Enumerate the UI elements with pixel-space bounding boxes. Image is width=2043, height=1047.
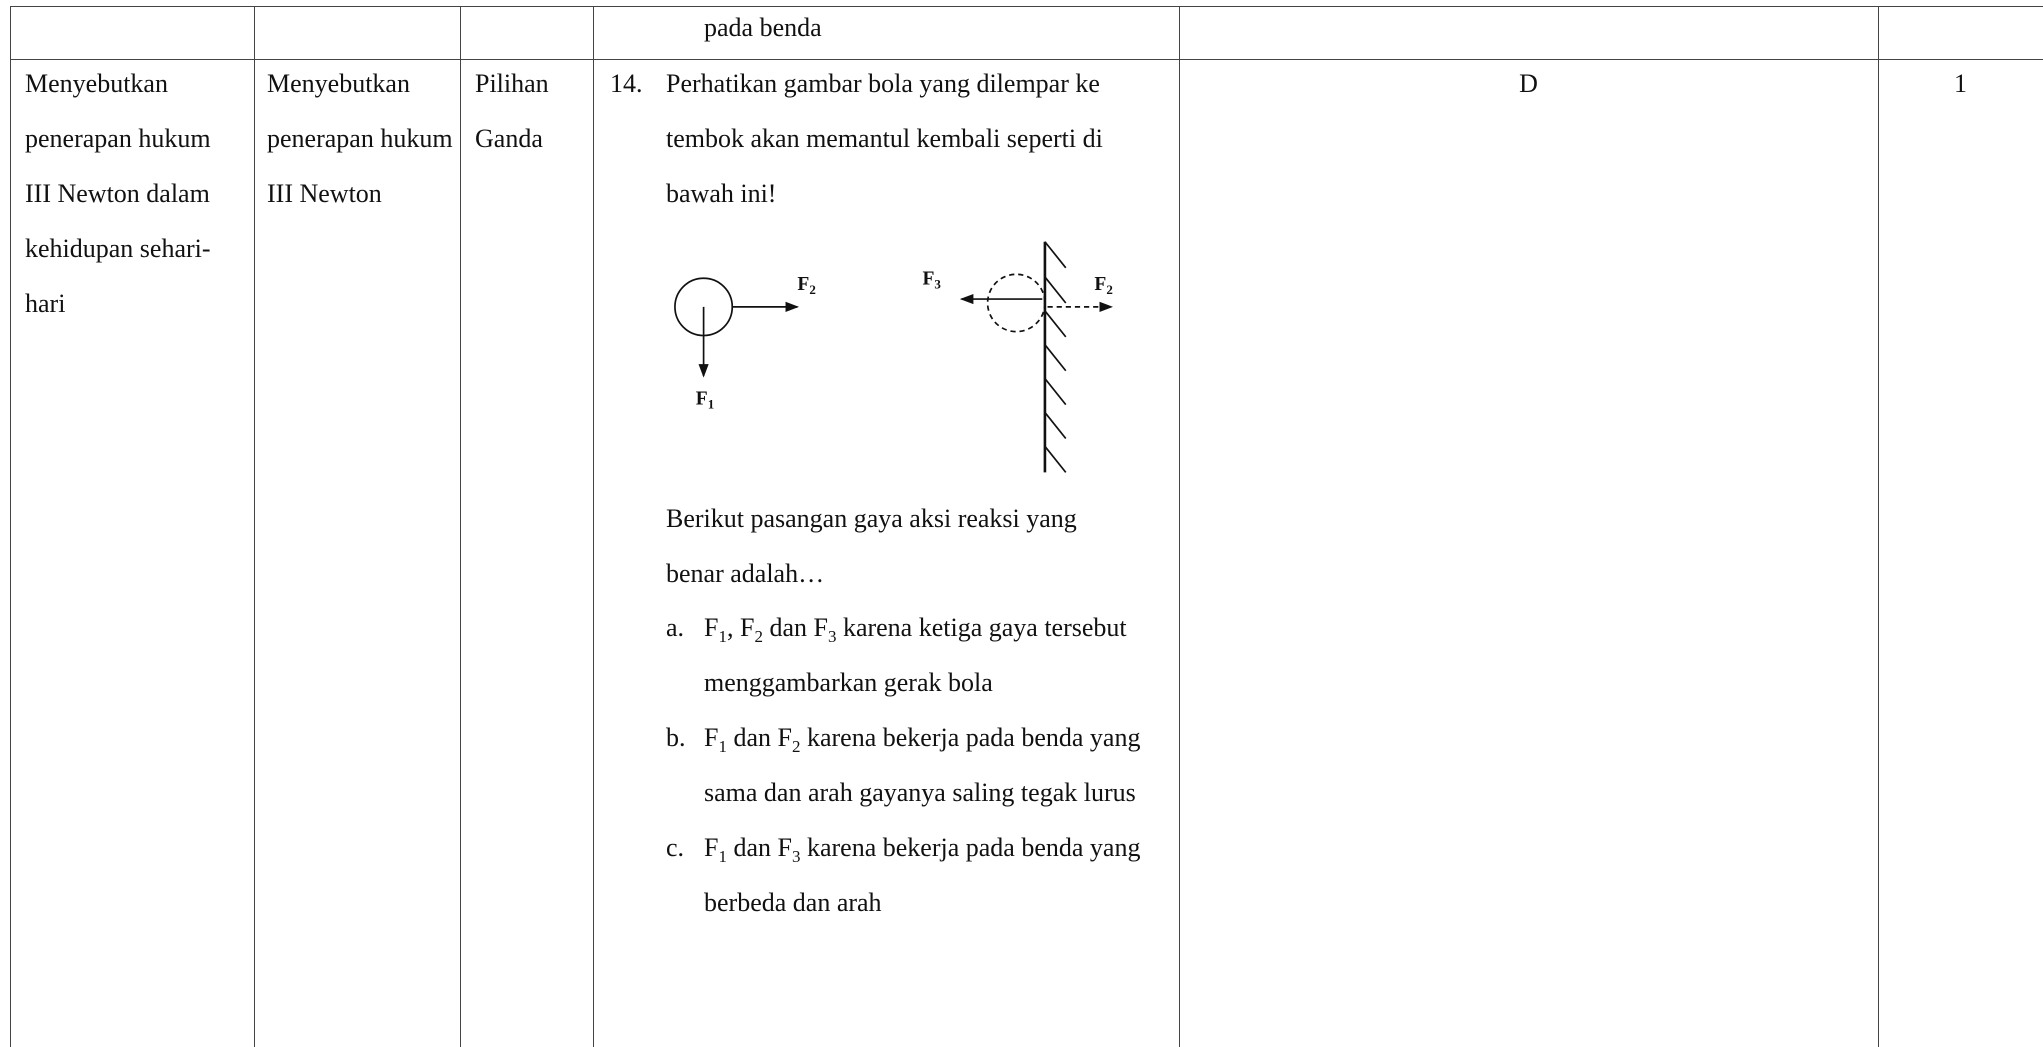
subscript: 1 bbox=[718, 847, 727, 867]
label-sub: 3 bbox=[934, 277, 941, 292]
objective: Menyebutkan penerapan hukum III Newton d… bbox=[25, 69, 211, 318]
force-label: F1 bbox=[696, 389, 714, 412]
subscript: 2 bbox=[791, 737, 801, 757]
force-label: F3 bbox=[922, 269, 941, 292]
option-text: karena ketiga gaya tersebut menggambarka… bbox=[704, 613, 1127, 697]
row-border bbox=[10, 6, 2043, 7]
option-text: , F bbox=[726, 613, 755, 642]
option-marker: c. bbox=[666, 833, 685, 862]
col-border bbox=[1878, 6, 1879, 1047]
question-stem: Perhatikan gambar bola yang dilempar ke … bbox=[666, 69, 1103, 208]
option-text: dan F bbox=[726, 833, 792, 862]
label-letter: F bbox=[696, 389, 708, 410]
subscript: 1 bbox=[718, 737, 727, 757]
force-figure: F2 F1 F3 F2 bbox=[674, 241, 1114, 473]
force-label: F2 bbox=[797, 274, 815, 297]
col-border bbox=[1179, 6, 1180, 1047]
option: b. F1 dan F2 karena bekerja pada benda ya… bbox=[666, 710, 1176, 820]
form: Pilihan Ganda bbox=[475, 69, 549, 153]
row-border bbox=[10, 59, 2043, 60]
option-text: karena bekerja pada benda yang berbeda d… bbox=[704, 833, 1141, 917]
label-letter: F bbox=[1094, 274, 1106, 295]
option-marker: a. bbox=[666, 613, 685, 642]
option-text: dan F bbox=[762, 613, 828, 642]
option-text: F bbox=[704, 723, 719, 752]
option-text: F bbox=[704, 613, 719, 642]
col-border bbox=[460, 6, 461, 1047]
subscript: 3 bbox=[791, 847, 801, 867]
force-label: F2 bbox=[1094, 274, 1112, 297]
continuation: pada benda bbox=[704, 13, 822, 42]
label-sub: 1 bbox=[708, 397, 715, 412]
option: c. F1 dan F3 karena bekerja pada benda ya… bbox=[666, 820, 1176, 930]
col-border bbox=[254, 6, 255, 1047]
subscript: 1 bbox=[718, 627, 727, 647]
subscript: 2 bbox=[754, 627, 763, 647]
col-border bbox=[10, 6, 11, 1047]
label-letter: F bbox=[797, 274, 809, 295]
question-prompt: Berikut pasangan gaya aksi reaksi yang b… bbox=[666, 504, 1077, 588]
score: 1 bbox=[1954, 69, 1967, 98]
label-sub: 2 bbox=[1106, 282, 1113, 297]
answer-key: D bbox=[1519, 69, 1538, 98]
option-text: F bbox=[704, 833, 719, 862]
question-number: 14. bbox=[610, 69, 643, 98]
option-marker: b. bbox=[666, 723, 686, 752]
label-sub: 2 bbox=[809, 282, 816, 297]
option: a. F1, F2 dan F3 karena ketiga gaya terse… bbox=[666, 600, 1176, 710]
option-text: karena bekerja pada benda yang sama dan … bbox=[704, 723, 1141, 807]
option-text: dan F bbox=[726, 723, 792, 752]
indicator: Menyebutkan penerapan hukum III Newton bbox=[267, 69, 453, 208]
label-letter: F bbox=[922, 269, 934, 290]
subscript: 3 bbox=[827, 627, 837, 647]
col-border bbox=[593, 6, 594, 1047]
